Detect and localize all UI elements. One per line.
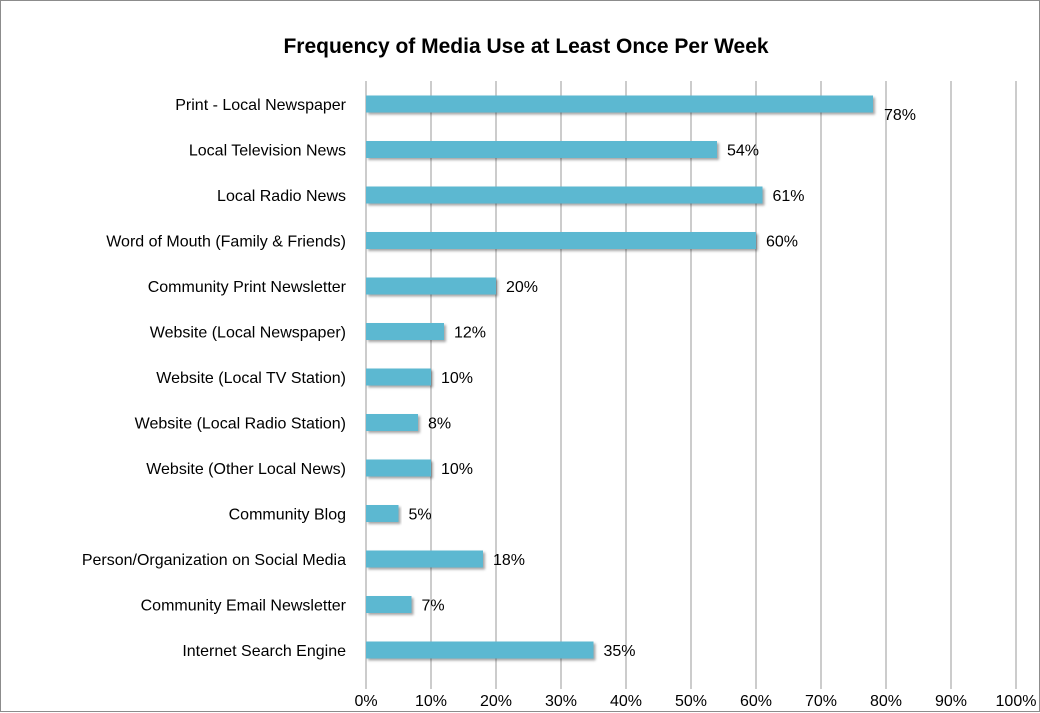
category-label: Local Radio News (217, 188, 346, 205)
data-label: 35% (604, 643, 636, 660)
data-label: 8% (428, 416, 451, 433)
bar (366, 550, 483, 568)
bar (366, 414, 418, 431)
x-tick-label: 10% (415, 693, 447, 710)
bar (366, 141, 717, 158)
chart-title: Frequency of Media Use at Least Once Per… (283, 35, 768, 58)
data-label: 7% (422, 598, 445, 615)
bar (366, 186, 763, 204)
category-label: Community Blog (229, 507, 346, 524)
x-tick-label: 100% (996, 693, 1037, 710)
category-label: Local Television News (189, 143, 346, 160)
category-label: Website (Other Local News) (146, 461, 346, 478)
data-labels: 78% 54% 61% 60% 20% 12% 10% 8% 10% 5% 18% 7% 35% (409, 107, 917, 660)
bar (366, 459, 431, 477)
data-label: 12% (454, 325, 486, 342)
grid-lines (365, 81, 1017, 689)
bar (366, 505, 399, 522)
data-label: 20% (506, 279, 538, 296)
bar (366, 232, 756, 249)
bar (366, 368, 431, 386)
data-label: 5% (409, 507, 432, 524)
bar (366, 95, 873, 113)
data-label: 10% (441, 370, 473, 387)
bar (366, 323, 444, 340)
x-tick-label: 60% (740, 693, 772, 710)
category-label: Community Email Newsletter (141, 598, 347, 615)
category-label: Word of Mouth (Family & Friends) (106, 234, 346, 251)
data-label: 78% (884, 107, 916, 124)
x-tick-label: 40% (610, 693, 642, 710)
x-tick-label: 0% (354, 693, 377, 710)
bars (366, 95, 873, 659)
data-label: 18% (493, 552, 525, 569)
category-label: Website (Local TV Station) (156, 370, 346, 387)
x-tick-label: 50% (675, 693, 707, 710)
data-label: 10% (441, 461, 473, 478)
data-label: 61% (773, 188, 805, 205)
data-label: 60% (766, 234, 798, 251)
category-labels: Print - Local Newspaper Local Television … (82, 97, 347, 660)
category-label: Print - Local Newspaper (175, 97, 346, 114)
x-tick-label: 30% (545, 693, 577, 710)
category-label: Website (Local Newspaper) (150, 325, 346, 342)
category-label: Community Print Newsletter (148, 279, 347, 296)
category-label: Website (Local Radio Station) (135, 416, 346, 433)
data-label: 54% (727, 143, 759, 160)
bar (366, 641, 594, 659)
x-tick-label: 80% (870, 693, 902, 710)
bar (366, 596, 412, 613)
x-tick-label: 90% (935, 693, 967, 710)
x-tick-label: 70% (805, 693, 837, 710)
category-label: Internet Search Engine (182, 643, 346, 660)
category-label: Person/Organization on Social Media (82, 552, 346, 569)
x-tick-label: 20% (480, 693, 512, 710)
bar (366, 277, 496, 295)
x-axis-ticks: 0% 10% 20% 30% 40% 50% 60% 70% 80% 90% 100% (354, 693, 1036, 710)
